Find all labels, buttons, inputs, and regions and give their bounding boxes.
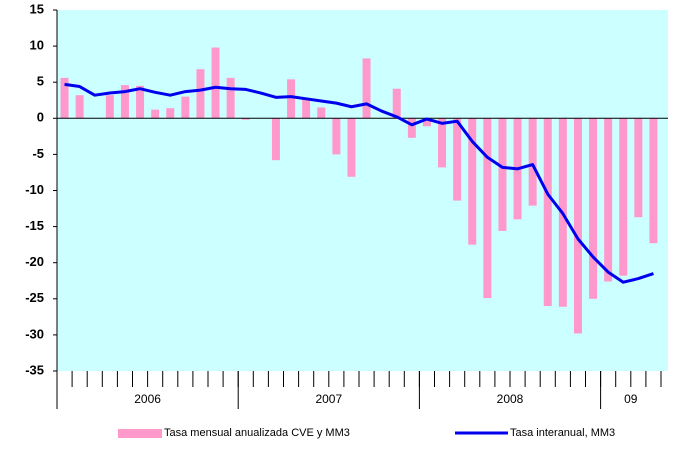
bar bbox=[573, 118, 582, 334]
bar bbox=[136, 85, 145, 119]
legend-label: Tasa interanual, MM3 bbox=[510, 427, 615, 439]
bar bbox=[407, 118, 416, 138]
x-group-label: 2008 bbox=[497, 392, 524, 406]
bar bbox=[271, 118, 280, 161]
bar bbox=[287, 79, 296, 119]
bar bbox=[362, 58, 371, 119]
bar bbox=[468, 118, 477, 245]
line bbox=[64, 82, 654, 284]
x-group-label: 2007 bbox=[315, 392, 342, 406]
bar bbox=[453, 118, 462, 201]
bar bbox=[589, 118, 598, 299]
y-tick-label: 10 bbox=[30, 38, 44, 53]
bar bbox=[634, 118, 643, 218]
bar bbox=[166, 108, 175, 119]
bar bbox=[75, 95, 84, 119]
bar bbox=[105, 95, 114, 119]
bar bbox=[498, 118, 507, 231]
bar bbox=[317, 107, 326, 119]
bar bbox=[60, 77, 69, 119]
bar bbox=[347, 118, 356, 177]
bar bbox=[226, 77, 235, 119]
bar bbox=[438, 118, 447, 168]
y-tick-label: 0 bbox=[37, 110, 44, 125]
bar bbox=[241, 118, 250, 120]
bar bbox=[619, 118, 628, 276]
bar bbox=[604, 118, 613, 282]
bar bbox=[196, 69, 205, 119]
y-tick-label: -10 bbox=[25, 182, 44, 197]
bar bbox=[211, 47, 220, 119]
bar bbox=[332, 118, 341, 155]
bar bbox=[543, 118, 552, 307]
bar bbox=[181, 96, 190, 119]
bar bbox=[120, 85, 129, 119]
x-group-label: 2006 bbox=[134, 392, 161, 406]
bar bbox=[483, 118, 492, 299]
bar bbox=[649, 118, 658, 244]
bar bbox=[528, 118, 537, 206]
x-group-label: 09 bbox=[624, 392, 638, 406]
y-tick-label: -25 bbox=[25, 290, 44, 305]
legend-swatch bbox=[118, 429, 162, 438]
y-tick-label: 15 bbox=[30, 1, 44, 16]
bar bbox=[151, 109, 160, 119]
y-tick-label: -30 bbox=[25, 326, 44, 341]
y-tick-label: -15 bbox=[25, 218, 44, 233]
bar bbox=[392, 88, 401, 119]
bar bbox=[422, 118, 431, 127]
y-tick-label: -20 bbox=[25, 254, 44, 269]
y-tick-label: -5 bbox=[32, 146, 44, 161]
legend-label: Tasa mensual anualizada CVE y MM3 bbox=[164, 427, 350, 439]
bar bbox=[302, 99, 311, 119]
y-tick-label: -35 bbox=[25, 362, 44, 377]
y-tick-label: 5 bbox=[37, 74, 44, 89]
